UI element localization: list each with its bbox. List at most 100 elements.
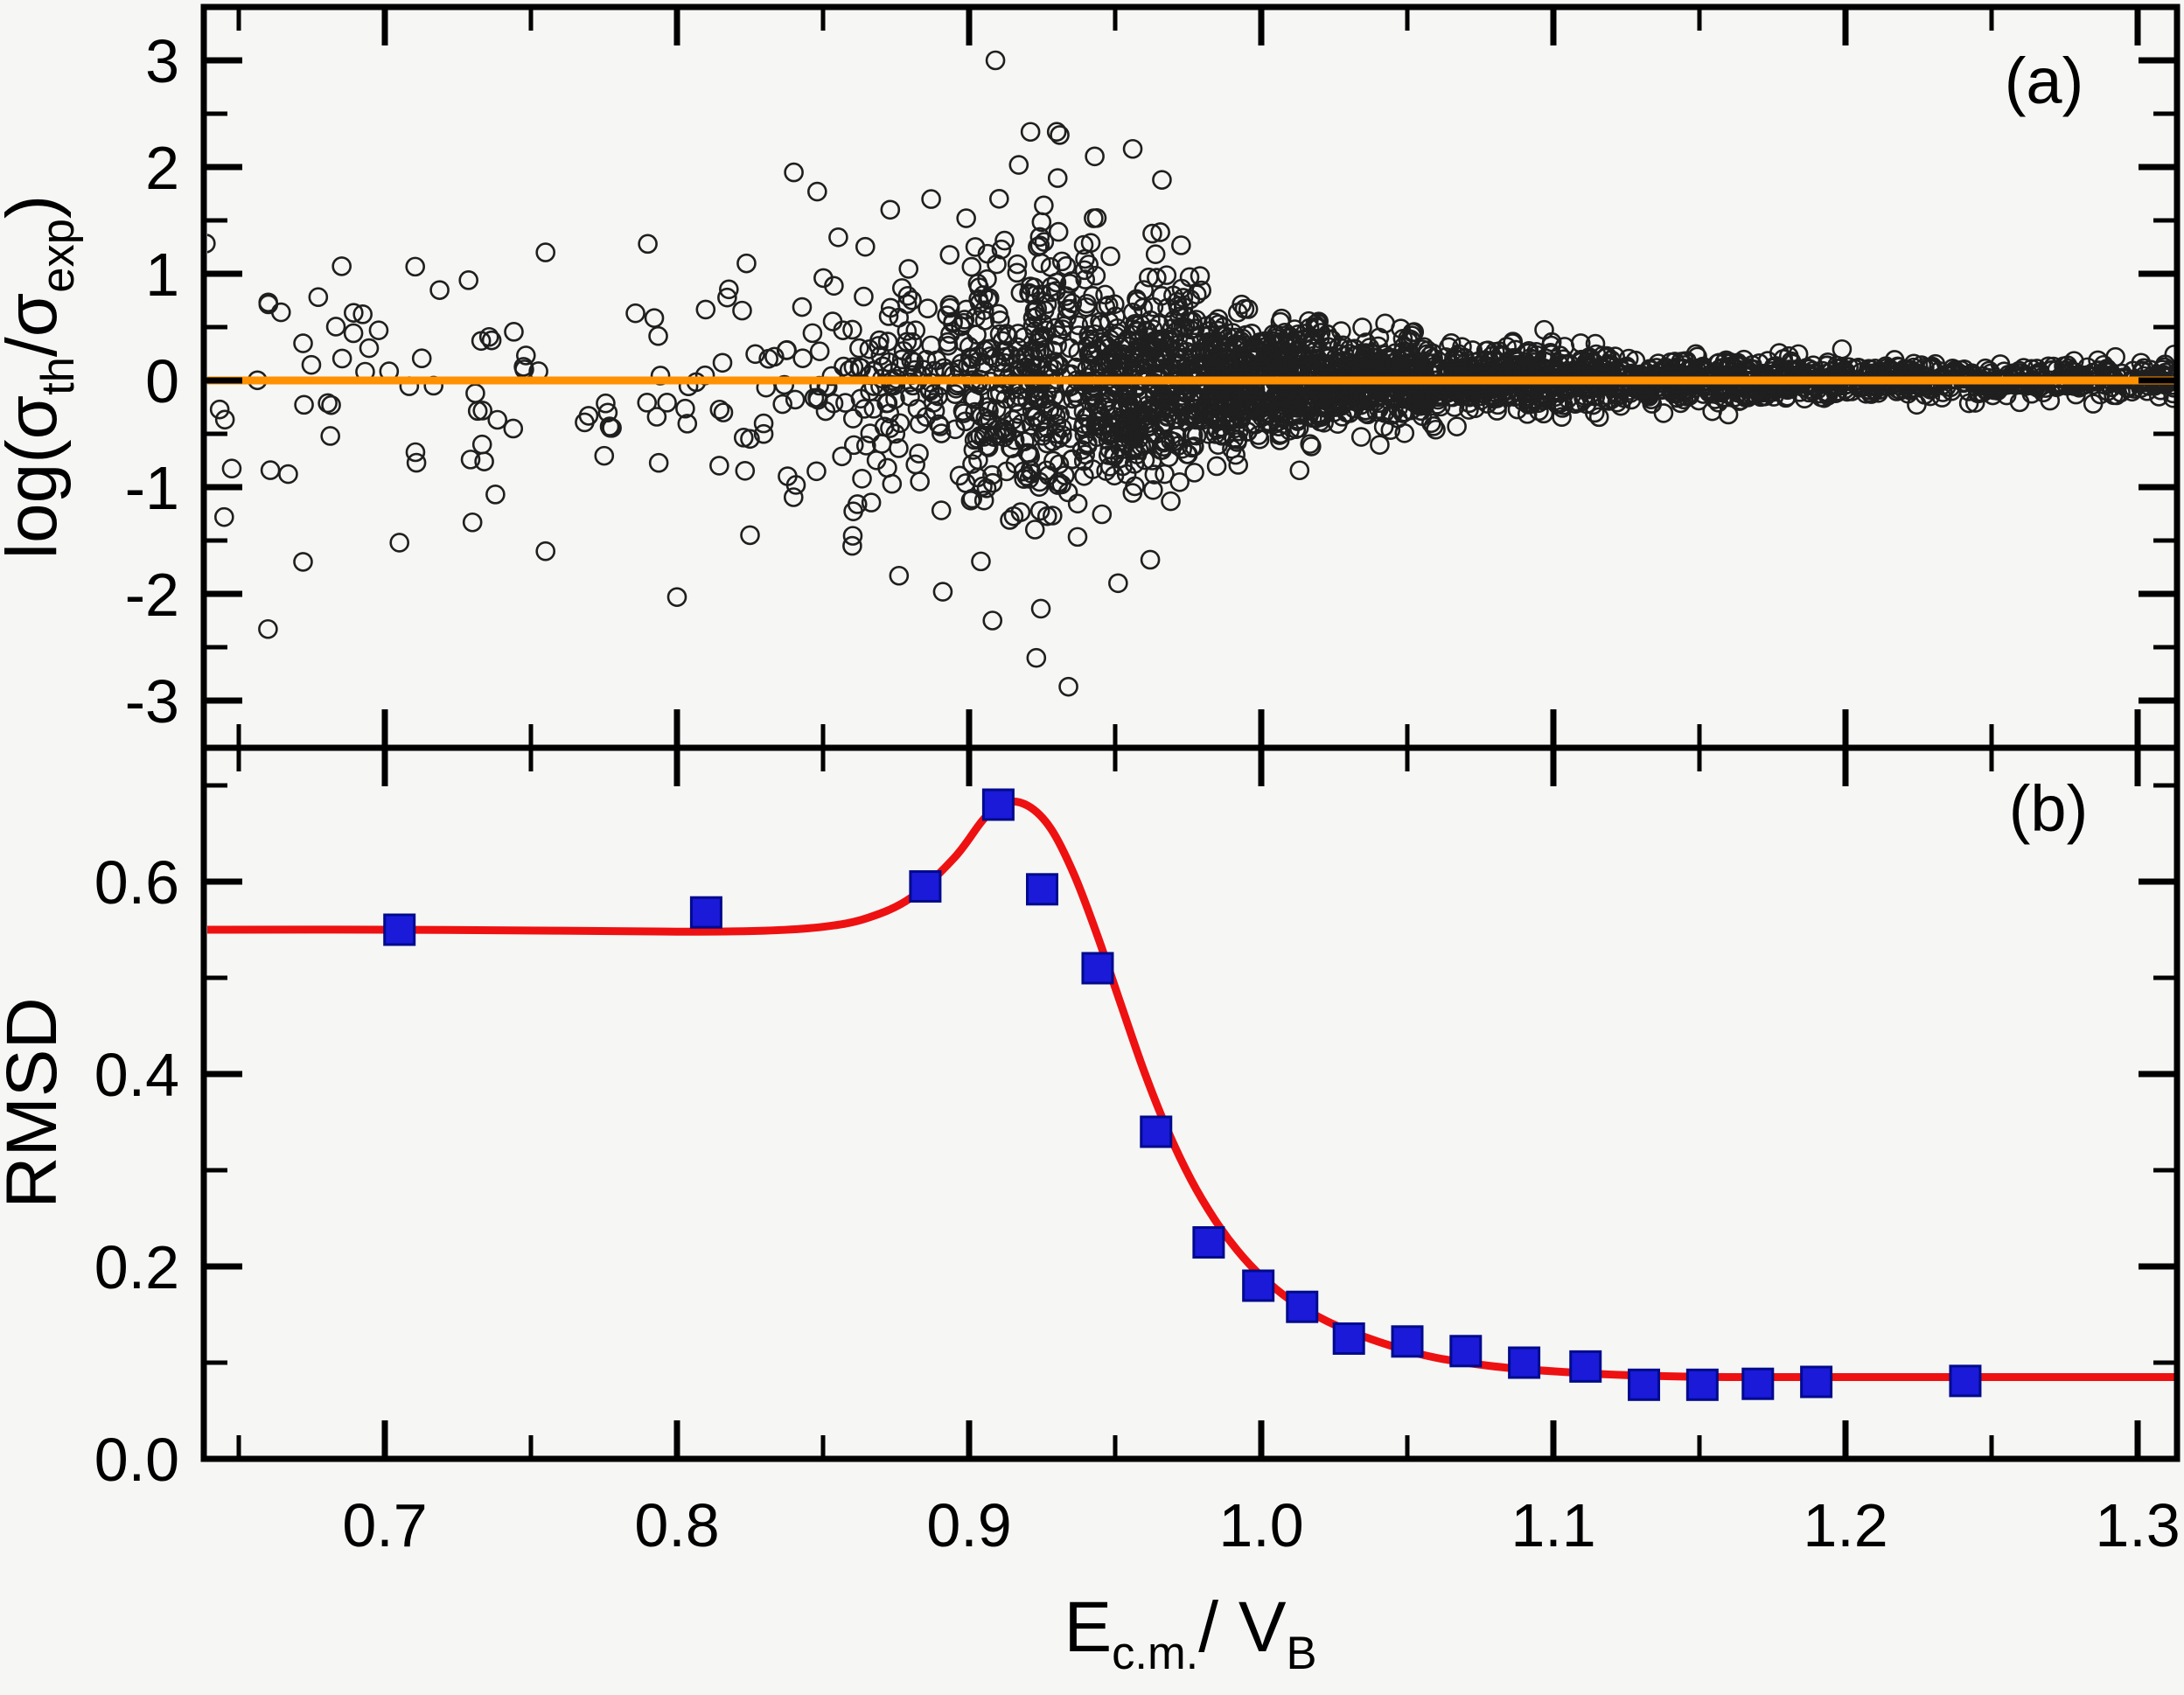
x-tick-label: 1.3 bbox=[2095, 1491, 2180, 1559]
x-tick-label: 0.8 bbox=[634, 1491, 719, 1559]
scatter-point bbox=[278, 464, 298, 485]
scatter-point bbox=[1331, 321, 1351, 341]
scatter-point bbox=[293, 333, 313, 353]
scatter-point bbox=[460, 450, 481, 470]
scatter-point bbox=[907, 399, 928, 419]
scatter-point bbox=[1206, 456, 1227, 477]
scatter-point bbox=[1497, 337, 1517, 357]
scatter-point bbox=[1108, 356, 1128, 376]
scatter-point bbox=[980, 410, 1001, 430]
scatter-point bbox=[885, 423, 906, 444]
scatter-point bbox=[758, 348, 778, 369]
scatter-point bbox=[989, 188, 1009, 209]
scatter-point bbox=[806, 461, 827, 482]
scatter-point bbox=[1026, 647, 1047, 668]
scatter-point bbox=[1017, 389, 1037, 410]
scatter-point bbox=[854, 286, 874, 307]
scatter-point bbox=[644, 308, 665, 328]
scatter-point bbox=[1922, 356, 1943, 377]
panel-b-y-tick-label: 0.4 bbox=[94, 1041, 179, 1109]
scatter-point bbox=[1511, 386, 1531, 407]
scatter-point bbox=[1404, 322, 1425, 342]
scatter-point bbox=[594, 445, 615, 466]
scatter-point bbox=[1517, 404, 1538, 424]
scatter-point bbox=[1314, 354, 1334, 375]
scatter-point bbox=[258, 292, 279, 313]
panel-b-rmsd-points bbox=[383, 788, 1982, 1401]
scatter-point bbox=[1125, 476, 1145, 497]
scatter-point bbox=[985, 50, 1006, 71]
scatter-point bbox=[850, 388, 871, 409]
rmsd-point bbox=[1286, 1290, 1319, 1323]
scatter-point bbox=[1145, 366, 1166, 387]
rmsd-point bbox=[1949, 1364, 1982, 1398]
scatter-point bbox=[368, 320, 389, 340]
scatter-point bbox=[214, 409, 235, 430]
scatter-point bbox=[1344, 338, 1365, 359]
scatter-point bbox=[1263, 342, 1283, 363]
scatter-point bbox=[646, 407, 667, 427]
scatter-point bbox=[1133, 297, 1154, 318]
scatter-point bbox=[873, 356, 893, 377]
scatter-point bbox=[344, 303, 364, 323]
scatter-point bbox=[648, 452, 669, 473]
scatter-point bbox=[1274, 322, 1295, 343]
scatter-point bbox=[513, 357, 534, 377]
scatter-point bbox=[1091, 406, 1112, 427]
scatter-point bbox=[1024, 520, 1045, 540]
scatter-point bbox=[1557, 355, 1577, 375]
scatter-point bbox=[1107, 317, 1127, 338]
scatter-point bbox=[1155, 414, 1176, 434]
scatter-point bbox=[1139, 267, 1159, 288]
scatter-point bbox=[982, 464, 1002, 485]
scatter-point bbox=[1154, 432, 1174, 453]
scatter-point bbox=[1051, 251, 1072, 272]
scatter-point bbox=[709, 399, 730, 420]
scatter-point bbox=[1036, 460, 1057, 481]
scatter-point bbox=[910, 471, 930, 492]
scatter-point bbox=[1092, 504, 1113, 525]
scatter-point bbox=[994, 230, 1015, 251]
scatter-point bbox=[821, 366, 842, 387]
scatter-point bbox=[994, 421, 1015, 442]
rmsd-point bbox=[1391, 1325, 1424, 1358]
panel-a-y-tick-label: -3 bbox=[125, 667, 179, 736]
scatter-point bbox=[804, 387, 825, 408]
scatter-point bbox=[294, 394, 314, 415]
scatter-point bbox=[1040, 256, 1061, 277]
scatter-point bbox=[405, 442, 426, 463]
scatter-point bbox=[657, 393, 677, 413]
scatter-point bbox=[1058, 676, 1078, 697]
scatter-point bbox=[1230, 395, 1250, 415]
panel-a-y-tick-label: 1 bbox=[145, 241, 179, 309]
scatter-point bbox=[856, 436, 876, 456]
scatter-point bbox=[1002, 366, 1022, 387]
panel-b-y-tick-label: 0.0 bbox=[94, 1426, 179, 1494]
scatter-point bbox=[1122, 302, 1143, 323]
panel-b-fit-curve bbox=[207, 797, 2174, 1382]
panel-a-y-tick-label: -2 bbox=[125, 561, 179, 629]
scatter-point bbox=[1734, 349, 1755, 370]
scatter-point bbox=[1300, 434, 1321, 454]
scatter-point bbox=[951, 316, 971, 337]
rmsd-point bbox=[1332, 1322, 1365, 1355]
scatter-point bbox=[638, 234, 658, 255]
scatter-point bbox=[352, 304, 373, 324]
scatter-point bbox=[1119, 425, 1140, 445]
scatter-point bbox=[1097, 387, 1118, 408]
scatter-point bbox=[1144, 339, 1165, 360]
scatter-point bbox=[1584, 402, 1605, 423]
scatter-point bbox=[1104, 444, 1124, 464]
scatter-point bbox=[931, 423, 952, 443]
scatter-point bbox=[1057, 298, 1078, 319]
scatter-point bbox=[918, 298, 938, 319]
scatter-point bbox=[1134, 434, 1155, 455]
scatter-point bbox=[481, 330, 502, 351]
scatter-point bbox=[860, 423, 881, 443]
scatter-point bbox=[891, 349, 912, 370]
scatter-point bbox=[960, 355, 981, 375]
scatter-point bbox=[889, 565, 910, 586]
scatter-point bbox=[1140, 549, 1161, 570]
scatter-point bbox=[1145, 244, 1166, 264]
